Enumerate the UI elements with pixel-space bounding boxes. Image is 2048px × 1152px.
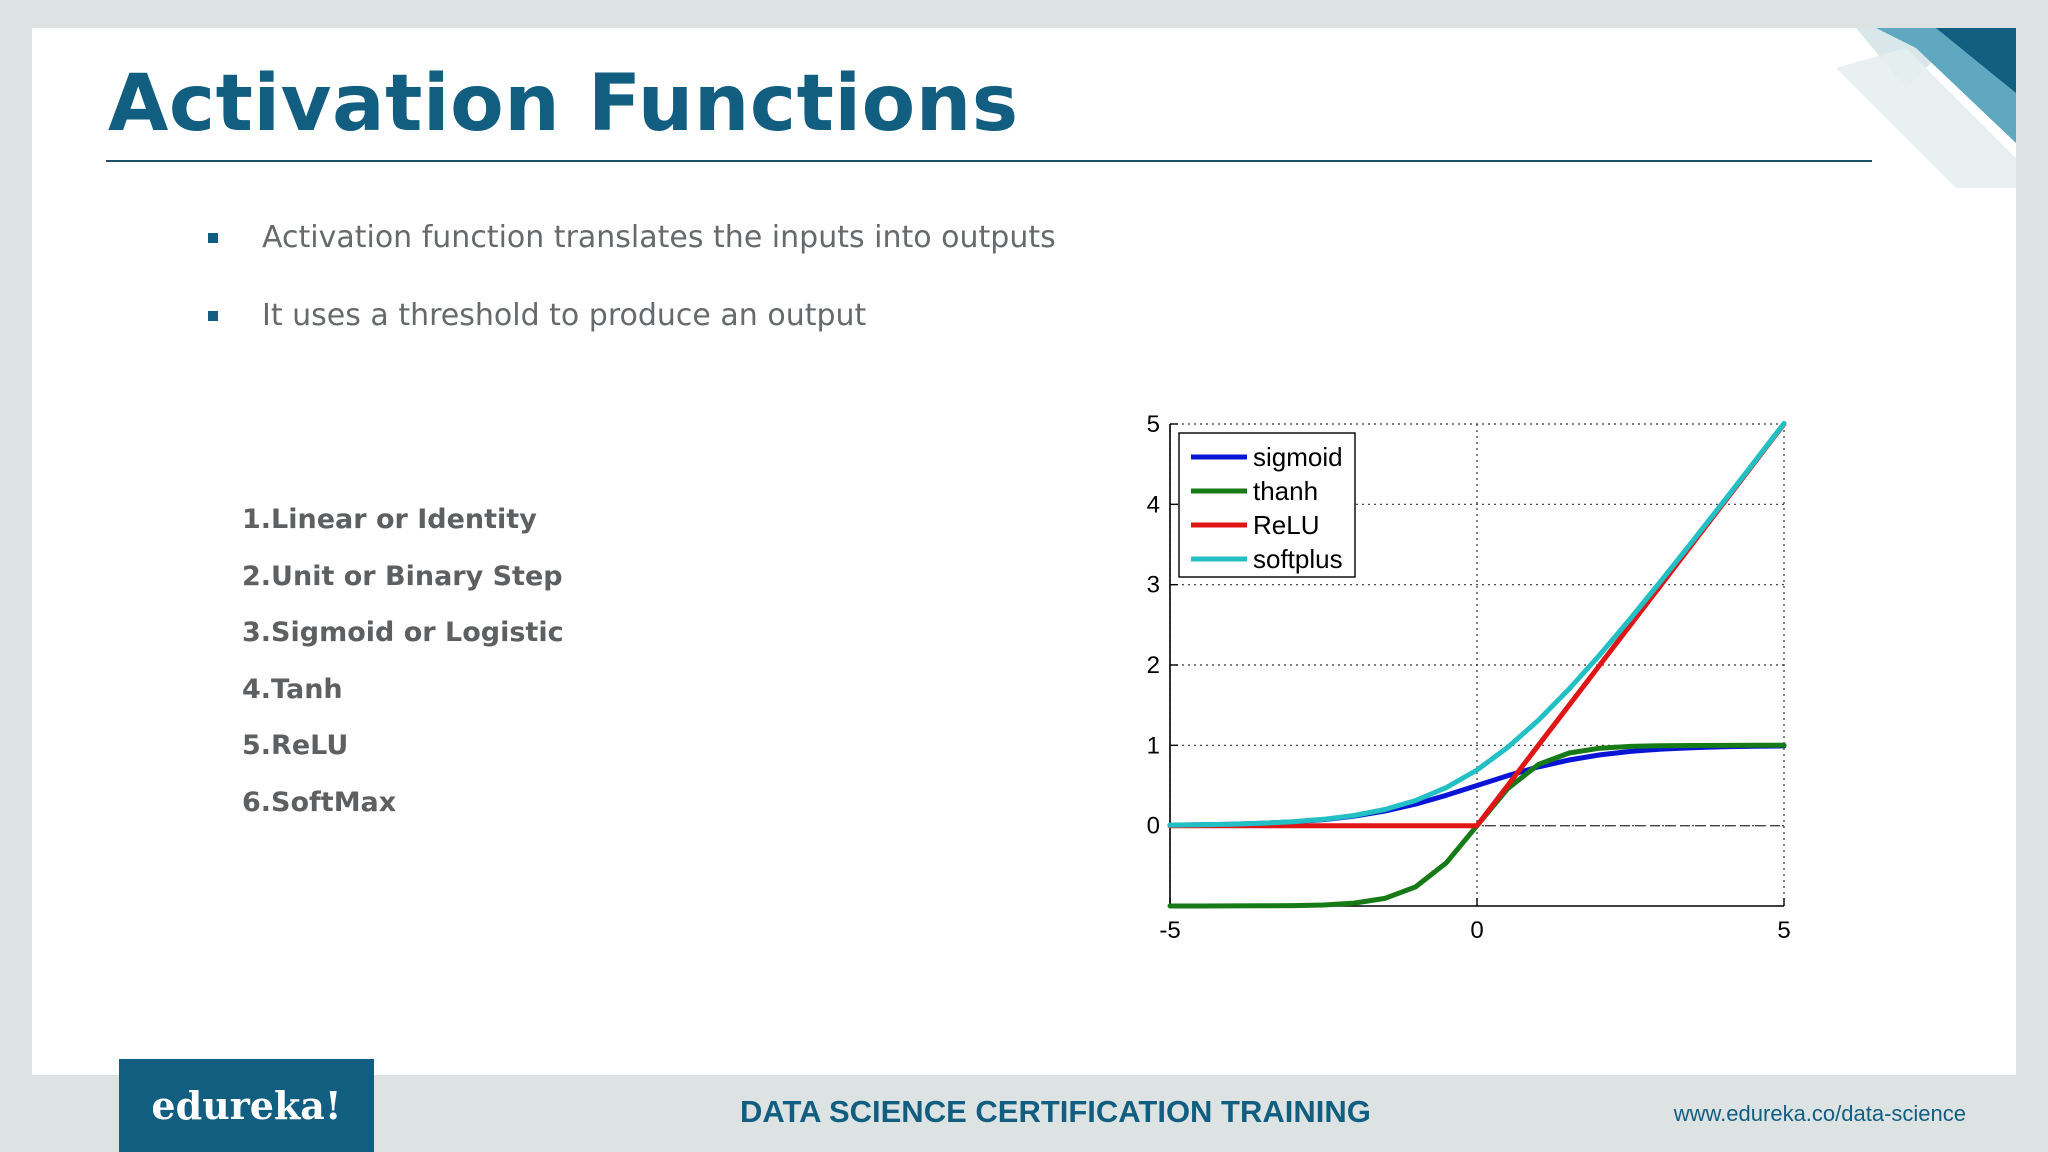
footer-url: www.edureka.co/data-science [1673, 1101, 1966, 1126]
bullet-item: Activation function translates the input… [208, 220, 1056, 255]
list-item: 4.Tanh [242, 673, 343, 705]
slide: Activation Functions Activation function… [32, 28, 2016, 1075]
footer-course-title: DATA SCIENCE CERTIFICATION TRAINING [740, 1094, 1371, 1129]
y-tick-label: 0 [1147, 813, 1160, 840]
bullet-square-icon [208, 310, 218, 321]
slide-title: Activation Functions [108, 59, 1019, 149]
list-item: 2.Unit or Binary Step [242, 560, 563, 592]
bullet-text: It uses a threshold to produce an output [262, 298, 867, 333]
list-item: 3.Sigmoid or Logistic [242, 617, 564, 648]
legend-label: ReLU [1253, 510, 1319, 540]
title-divider [106, 160, 1872, 162]
edureka-logo: edureka! [119, 1059, 374, 1152]
bullet-square-icon [208, 232, 218, 243]
bullet-text: Activation function translates the input… [262, 220, 1056, 255]
legend-label: thanh [1253, 476, 1318, 506]
legend-label: sigmoid [1253, 442, 1343, 472]
legend-label: softplus [1253, 544, 1343, 574]
list-item: 5.ReLU [242, 730, 349, 761]
bullet-item: It uses a threshold to produce an output [208, 298, 866, 333]
activation-chart: -5 0 5 0 1 2 3 4 5 sigmoid thanh ReLU softplus [1147, 411, 1791, 944]
x-tick-label: -5 [1159, 917, 1180, 944]
corner-decoration [1836, 28, 2016, 188]
y-tick-label: 5 [1147, 411, 1160, 438]
y-tick-label: 1 [1147, 732, 1160, 759]
list-item: 1.Linear or Identity [242, 504, 537, 535]
x-tick-label: 5 [1777, 917, 1790, 944]
y-tick-label: 4 [1147, 491, 1160, 518]
series-line-softplus [1167, 420, 1787, 828]
activation-function-list: 1.Linear or Identity 2.Unit or Binary St… [242, 492, 564, 831]
x-tick-label: 0 [1470, 917, 1483, 944]
y-tick-label: 3 [1147, 572, 1160, 599]
list-item: 6.SoftMax [242, 786, 397, 818]
y-tick-label: 2 [1147, 652, 1160, 679]
